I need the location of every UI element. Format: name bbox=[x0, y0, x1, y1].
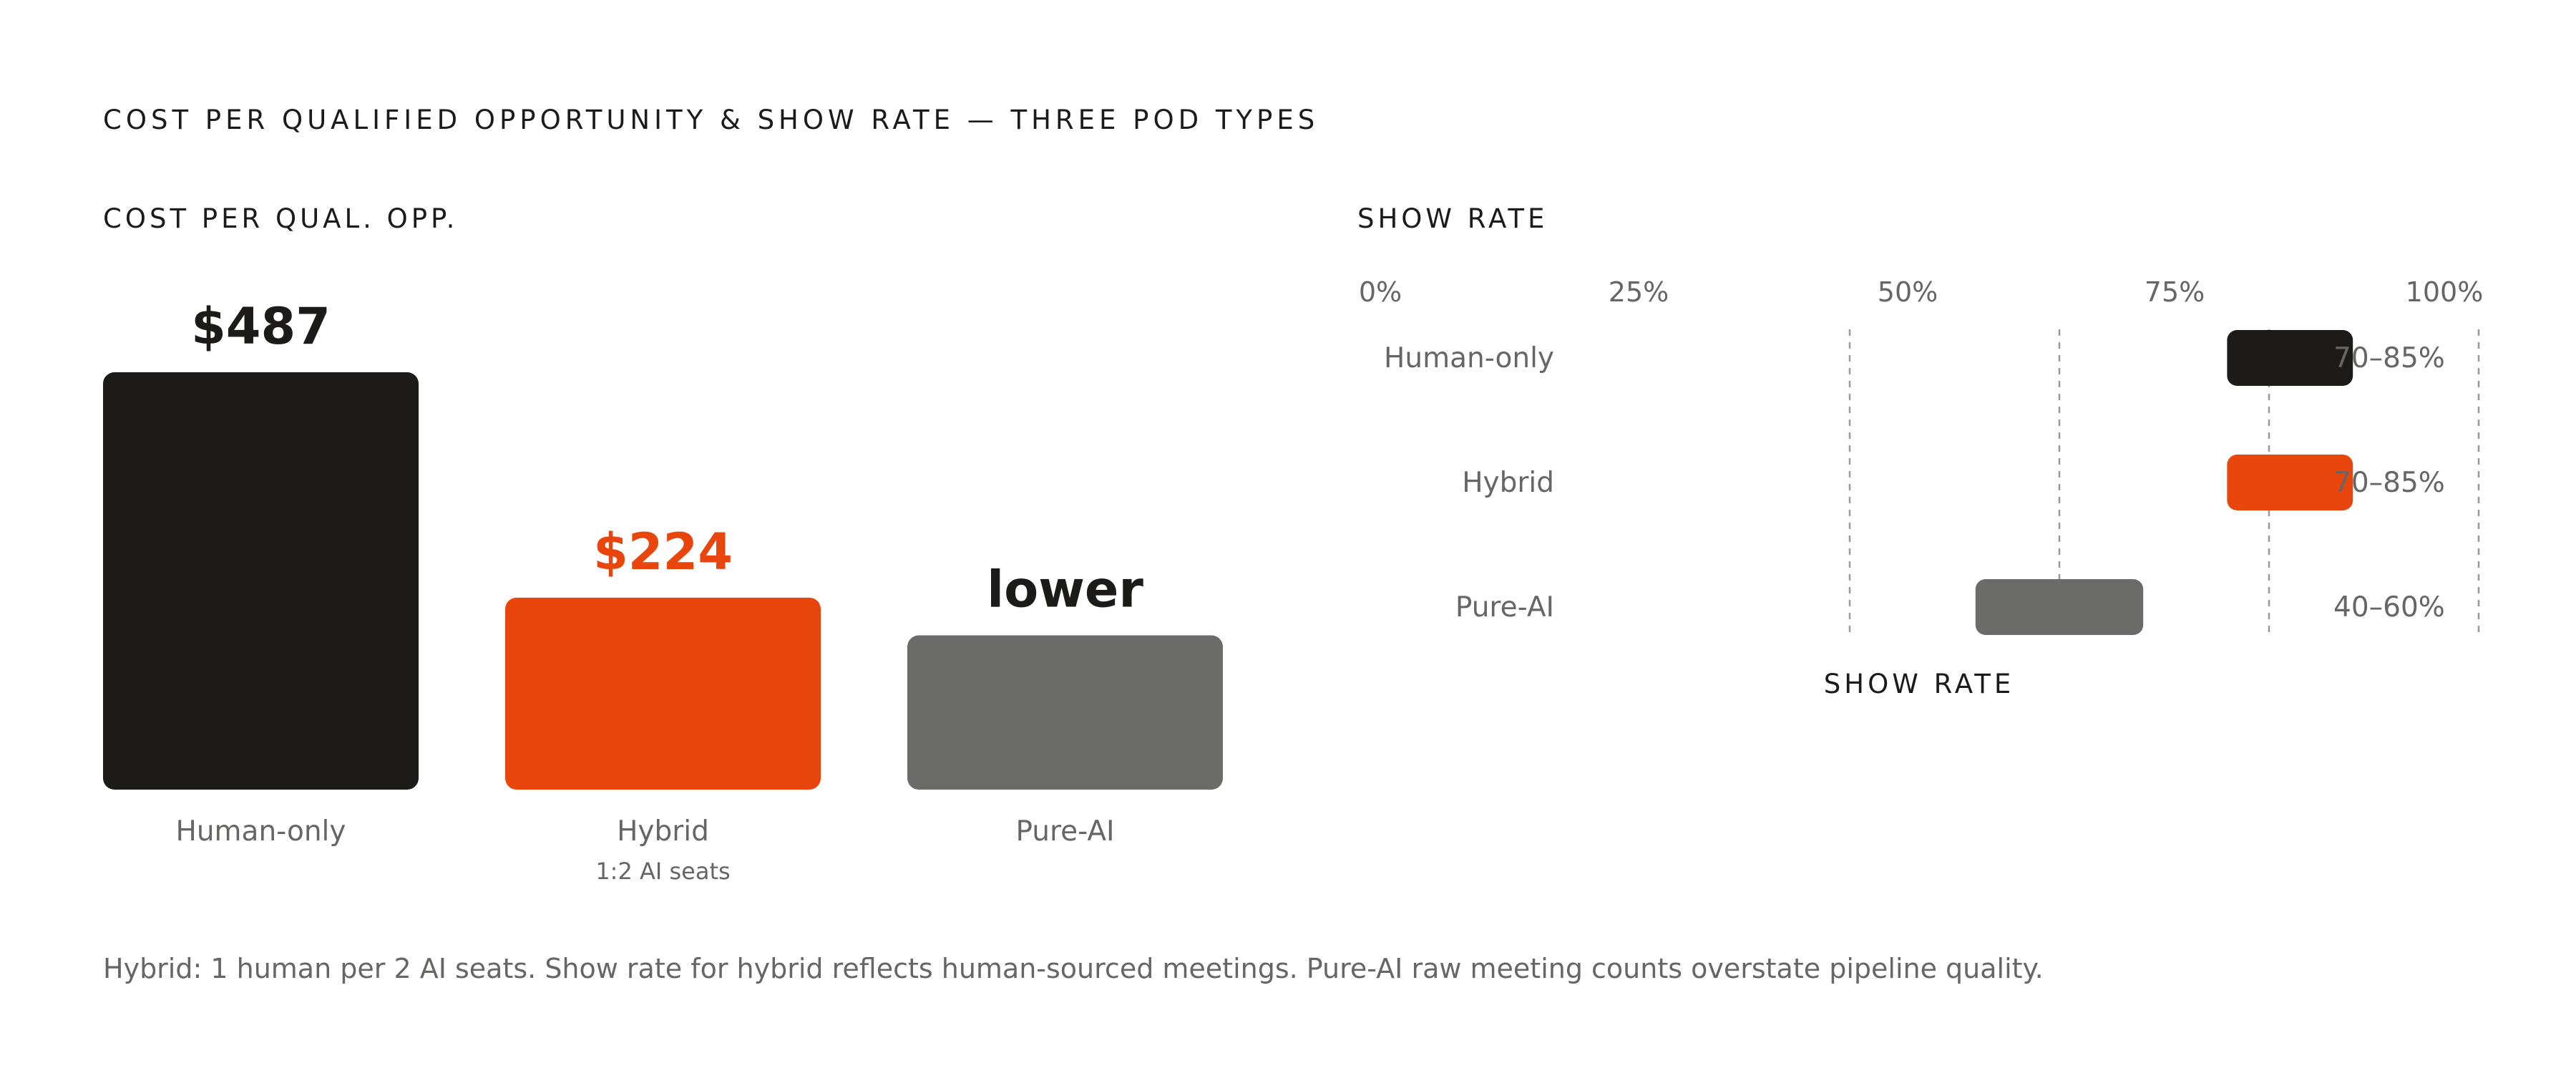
cost-category-label-human-only: Human-only bbox=[176, 815, 346, 848]
x-tick-label-75: 75% bbox=[2145, 276, 2205, 308]
cost-bar-human-only bbox=[103, 372, 419, 790]
cost-category-note-hybrid: 1:2 AI seats bbox=[595, 858, 730, 885]
show-rate-range-label-hybrid: 70–85% bbox=[2333, 467, 2445, 499]
show-rate-panel-title: SHOW RATE bbox=[1357, 203, 1548, 234]
cost-value-label-human-only: $487 bbox=[191, 297, 331, 356]
show-rate-range-label-pure-ai: 40–60% bbox=[2333, 591, 2445, 624]
show-rate-range-label-human-only: 70–85% bbox=[2333, 342, 2445, 374]
x-tick-label-50: 50% bbox=[1878, 276, 1938, 308]
x-tick-label-0: 0% bbox=[1359, 276, 1402, 308]
show-rate-category-pure-ai: Pure-AI bbox=[1455, 591, 1554, 624]
cost-category-label-pure-ai: Pure-AI bbox=[1015, 815, 1114, 848]
show-rate-range-bar-human-only bbox=[2227, 330, 2353, 386]
cost-value-label-pure-ai: lower bbox=[987, 561, 1143, 619]
show-rate-range-bar-pure-ai bbox=[1975, 579, 2144, 635]
cost-panel-title: COST PER QUAL. OPP. bbox=[103, 203, 459, 234]
cost-bar-hybrid bbox=[505, 597, 821, 790]
x-tick-label-25: 25% bbox=[1609, 276, 1669, 308]
cost-value-label-hybrid: $224 bbox=[593, 523, 733, 581]
x-axis-title: SHOW RATE bbox=[1824, 669, 2014, 699]
footnote: Hybrid: 1 human per 2 AI seats. Show rat… bbox=[103, 953, 2044, 984]
x-tick-label-100: 100% bbox=[2406, 276, 2484, 308]
chart-title: COST PER QUALIFIED OPPORTUNITY & SHOW RA… bbox=[103, 105, 1319, 135]
cost-bar-pure-ai bbox=[907, 635, 1223, 790]
show-rate-category-human-only: Human-only bbox=[1384, 342, 1554, 374]
cost-category-label-hybrid: Hybrid bbox=[617, 815, 709, 848]
show-rate-category-hybrid: Hybrid bbox=[1462, 467, 1554, 499]
show-rate-range-bar-hybrid bbox=[2227, 455, 2353, 510]
